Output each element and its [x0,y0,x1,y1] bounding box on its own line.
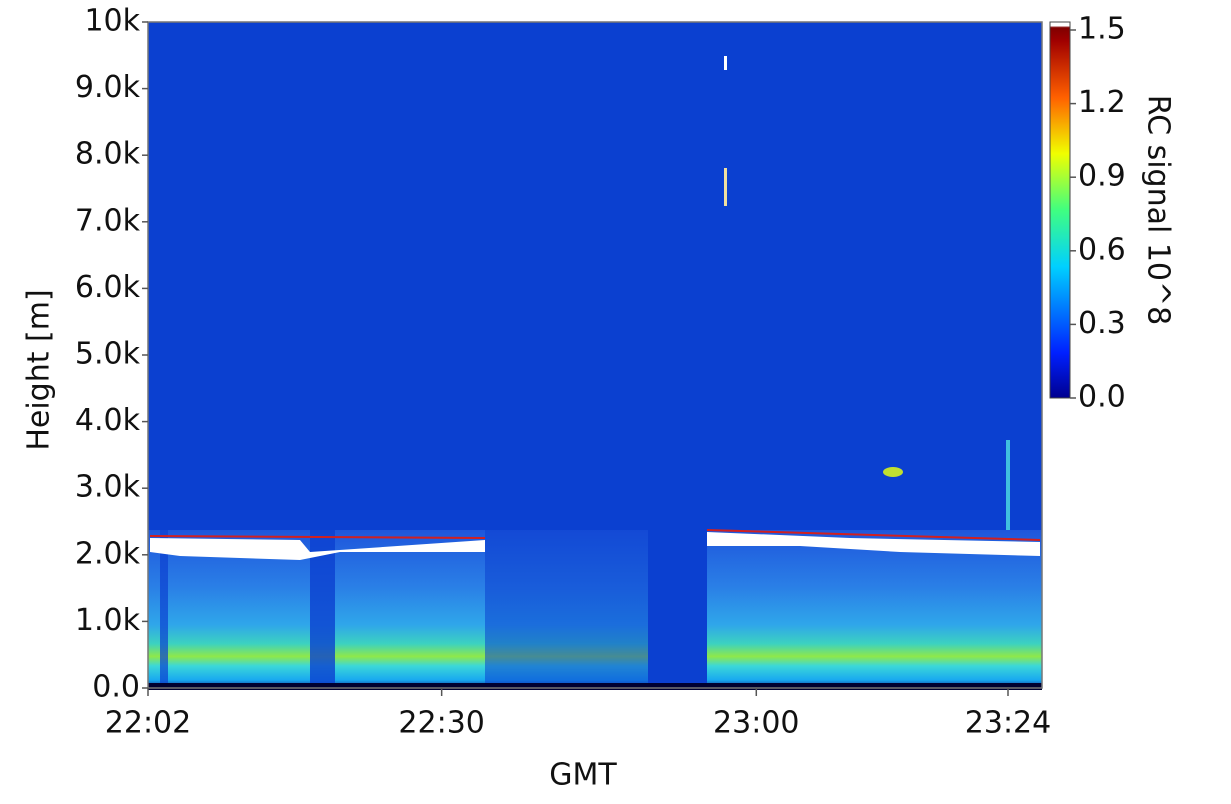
colorbar-tick-label: 1.2 [1078,85,1126,120]
x-tick-label: 23:00 [713,706,799,741]
colorbar-label: RC signal 10^8 [1141,95,1176,326]
heatmap-image [148,22,1042,690]
y-tick-label: 1.0k [75,603,141,638]
y-tick-label: 0.0 [92,670,140,705]
colorbar-tick-label: 0.3 [1078,306,1126,341]
x-tick-label: 22:02 [105,706,191,741]
y-tick-label: 10k [84,4,140,39]
x-axis-label: GMT [549,758,617,793]
colorbar-tick-label: 0.0 [1078,380,1126,415]
colorbar-tick-label: 1.5 [1078,12,1126,47]
y-tick-label: 6.0k [75,270,141,305]
y-tick-label: 5.0k [75,337,141,372]
y-tick-label: 7.0k [75,203,141,238]
colorbar-tick-label: 0.9 [1078,159,1126,194]
x-tick-label: 22:30 [398,706,484,741]
colorbar-tick-label: 0.6 [1078,232,1126,267]
y-tick-label: 8.0k [75,137,141,172]
y-tick-label: 9.0k [75,70,141,105]
y-tick-label: 2.0k [75,536,141,571]
colorbar [1049,21,1071,399]
x-tick-label: 23:24 [965,706,1051,741]
y-tick-label: 3.0k [75,470,141,505]
y-axis-label: Height [m] [22,289,57,450]
y-tick-label: 4.0k [75,403,141,438]
